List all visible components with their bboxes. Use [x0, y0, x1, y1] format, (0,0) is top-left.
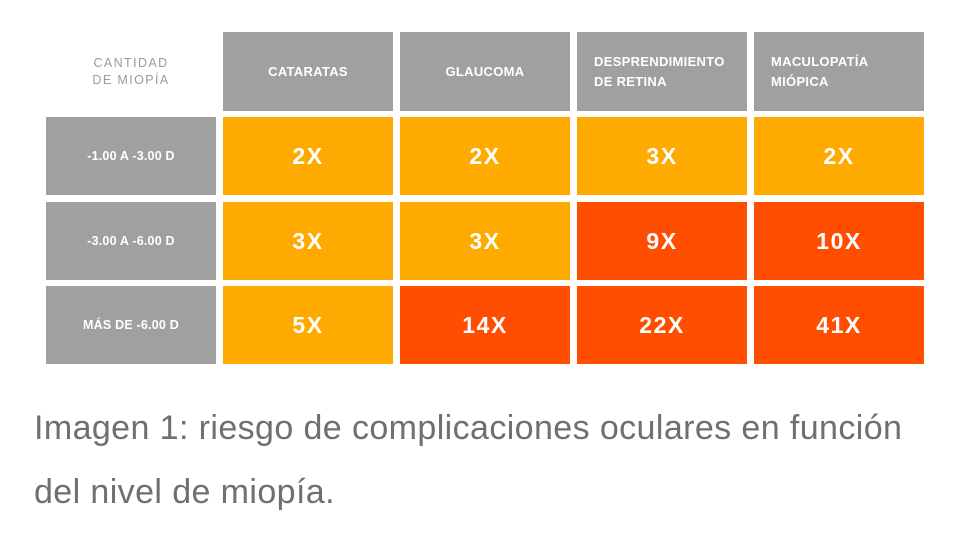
column-header-maculopatia: MACULOPATÍA MIÓPICA — [754, 32, 924, 111]
risk-cell: 10X — [754, 202, 924, 280]
risk-cell: 3X — [577, 117, 747, 195]
column-header-label: DESPRENDIMIENTO — [594, 53, 725, 69]
risk-cell: 3X — [400, 202, 570, 280]
row-header-title-line-1: CANTIDAD — [93, 55, 169, 70]
column-header-label: MACULOPATÍA — [771, 53, 869, 69]
row-header-3: MÁS DE -6.00 D — [46, 286, 216, 364]
risk-cell: 41X — [754, 286, 924, 364]
caption-line-1: Imagen 1: riesgo de complicaciones ocula… — [34, 409, 903, 447]
risk-cell: 9X — [577, 202, 747, 280]
risk-cell: 14X — [400, 286, 570, 364]
column-header-label: DE RETINA — [594, 73, 667, 89]
column-header-label: MIÓPICA — [771, 73, 829, 89]
row-header-2: -3.00 A -6.00 D — [46, 202, 216, 280]
risk-cell: 5X — [223, 286, 393, 364]
risk-cell: 22X — [577, 286, 747, 364]
column-header-glaucoma: GLAUCOMA — [400, 32, 570, 111]
risk-cell: 3X — [223, 202, 393, 280]
column-header-label: CATARATAS — [268, 63, 348, 79]
risk-cell: 2X — [223, 117, 393, 195]
column-header-desprendimiento: DESPRENDIMIENTO DE RETINA — [577, 32, 747, 111]
caption-line-2: del nivel de miopía. — [34, 473, 335, 511]
row-header-1: -1.00 A -3.00 D — [46, 117, 216, 195]
figure-caption: Imagen 1: riesgo de complicaciones ocula… — [34, 396, 934, 524]
row-header-title: CANTIDAD DE MIOPÍA — [46, 32, 216, 111]
risk-cell: 2X — [754, 117, 924, 195]
risk-cell: 2X — [400, 117, 570, 195]
row-header-title-line-2: DE MIOPÍA — [92, 72, 170, 87]
column-header-label: GLAUCOMA — [445, 63, 525, 79]
column-header-cataratas: CATARATAS — [223, 32, 393, 111]
